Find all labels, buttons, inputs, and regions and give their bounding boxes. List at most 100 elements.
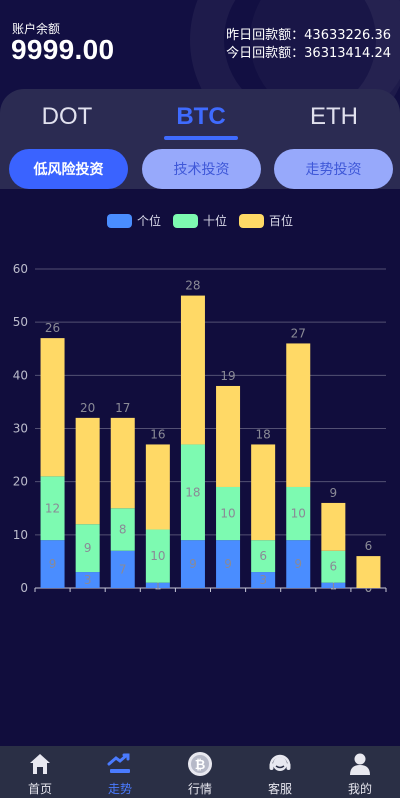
tab-eth[interactable]: ETH <box>310 103 358 130</box>
bar-segment-tens <box>40 476 65 541</box>
data-label: 6 <box>365 539 373 553</box>
user-icon <box>347 751 373 777</box>
nav-profile[interactable]: 我的 <box>320 746 400 798</box>
legend-item-hundreds[interactable]: 百位 <box>239 212 293 229</box>
bar-segment-hundreds <box>321 502 346 551</box>
payout-stats: 昨日回款额：43633226.36 今日回款额：36313414.24 <box>226 27 391 63</box>
bottom-nav: 首页 走势 ₿ 行情 <box>0 746 400 798</box>
bar-segment-hundreds <box>40 338 65 477</box>
legend-item-ones[interactable]: 个位 <box>106 212 161 229</box>
data-label: 28 <box>185 279 200 293</box>
y-tick-label: 10 <box>13 528 28 542</box>
nav-home[interactable]: 首页 <box>0 746 80 798</box>
data-label: 27 <box>291 326 306 340</box>
data-label: 20 <box>80 401 95 415</box>
data-label: 9 <box>330 486 338 500</box>
tab-btc[interactable]: BTC <box>176 103 226 130</box>
low-risk-investment-button[interactable]: 低风险投资 <box>9 149 128 189</box>
y-tick-label: 40 <box>13 368 28 382</box>
bar-segment-hundreds <box>286 343 311 487</box>
data-label: 9 <box>294 557 302 571</box>
balance-label: 账户余额 <box>12 22 61 36</box>
data-label: 10 <box>150 549 165 563</box>
data-label: 16 <box>150 427 165 441</box>
bar-segment-tens <box>145 529 170 583</box>
bar-segment-ones <box>110 550 135 588</box>
bar-segment-hundreds <box>216 385 241 487</box>
bar-segment-ones <box>216 540 241 588</box>
tabs-panel: DOT BTC ETH 低风险投资 技术投资 走势投资 <box>0 89 400 189</box>
y-tick-label: 0 <box>20 581 28 595</box>
nav-market-label: 行情 <box>187 782 212 796</box>
data-label: 10 <box>220 507 235 521</box>
data-label: 8 <box>119 523 127 537</box>
headset-icon <box>267 751 293 777</box>
nav-trend[interactable]: 走势 <box>80 746 160 798</box>
bar-segment-ones <box>321 582 346 588</box>
data-label: 26 <box>45 321 60 335</box>
nav-home-label: 首页 <box>27 782 52 796</box>
bar-segment-tens <box>180 444 205 541</box>
bar-segment-tens <box>110 508 135 551</box>
tab-dot[interactable]: DOT <box>41 103 93 130</box>
nav-trend-label: 走势 <box>107 782 132 796</box>
balance-value: 9999.00 <box>11 34 115 65</box>
bar-segment-hundreds <box>180 295 205 445</box>
bar-segment-tens <box>286 486 311 541</box>
stacked-bar-chart: 0102030405060912263920781711016918289101… <box>13 262 387 595</box>
data-label: 9 <box>189 557 197 571</box>
y-tick-label: 30 <box>13 422 28 436</box>
data-label: 18 <box>256 427 271 441</box>
legend-swatch-hundreds <box>239 213 264 228</box>
data-label: 9 <box>224 557 232 571</box>
today-payout: 今日回款额：36313414.24 <box>226 46 391 61</box>
home-icon <box>27 751 53 777</box>
data-label: 9 <box>84 541 92 555</box>
data-label: 6 <box>259 549 267 563</box>
bar-segment-hundreds <box>75 417 100 525</box>
nav-service[interactable]: 客服 <box>240 746 320 798</box>
technical-investment-button[interactable]: 技术投资 <box>142 149 261 189</box>
bar-segment-ones <box>145 582 170 588</box>
legend-label-hundreds: 百位 <box>269 214 294 228</box>
bar-segment-ones <box>286 540 311 588</box>
trend-icon <box>107 751 133 777</box>
bar-segment-ones <box>40 540 65 588</box>
nav-profile-label: 我的 <box>347 782 372 796</box>
active-tab-underline <box>164 136 238 140</box>
bar-segment-tens <box>251 540 276 573</box>
yesterday-payout: 昨日回款额：43633226.36 <box>226 28 391 43</box>
nav-market[interactable]: ₿ 行情 <box>160 746 240 798</box>
bar-segment-tens <box>321 550 346 583</box>
trend-investment-button[interactable]: 走势投资 <box>274 149 393 189</box>
bar-segment-tens <box>75 524 100 573</box>
data-label: 7 <box>119 562 127 576</box>
bar-segment-hundreds <box>251 444 276 541</box>
data-label: 17 <box>115 401 130 415</box>
bar-segment-ones <box>75 572 100 588</box>
bar-segment-hundreds <box>356 556 381 588</box>
bar-segment-ones <box>180 540 205 588</box>
data-label: 1 <box>330 578 338 592</box>
y-tick-label: 20 <box>13 475 28 489</box>
data-label: 3 <box>259 573 267 587</box>
data-label: 9 <box>49 557 57 571</box>
legend-item-tens[interactable]: 十位 <box>172 212 227 229</box>
legend-label-tens: 十位 <box>202 214 227 228</box>
bar-segment-hundreds <box>145 444 170 530</box>
data-label: 1 <box>154 578 162 592</box>
data-label: 3 <box>84 573 92 587</box>
y-tick-label: 60 <box>13 262 28 276</box>
data-label: 6 <box>330 560 338 574</box>
nav-service-label: 客服 <box>267 782 292 796</box>
data-label: 19 <box>220 369 235 383</box>
legend-label-ones: 个位 <box>136 214 161 228</box>
y-tick-label: 50 <box>13 315 28 329</box>
bar-segment-ones <box>251 572 276 588</box>
bar-segment-hundreds <box>110 417 135 509</box>
legend-swatch-tens <box>172 213 198 228</box>
svg-text:₿: ₿ <box>195 758 206 773</box>
chart-legend: 个位 十位 百位 <box>0 212 400 229</box>
bar-segment-tens <box>216 486 241 541</box>
data-label: 12 <box>45 501 60 515</box>
